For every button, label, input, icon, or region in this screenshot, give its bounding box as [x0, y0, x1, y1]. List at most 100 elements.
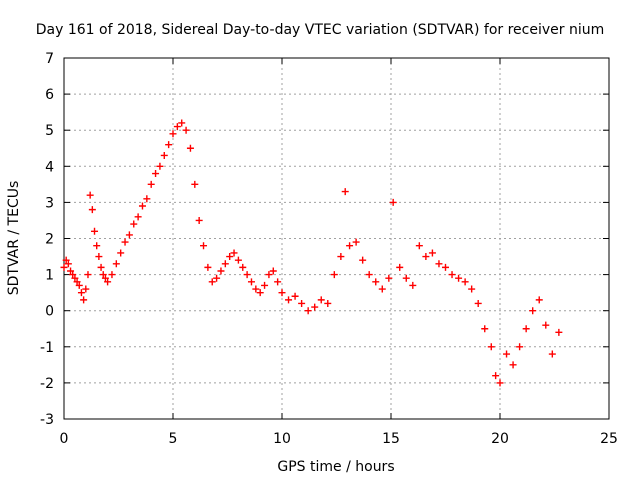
data-point [60, 263, 68, 271]
data-point [455, 274, 463, 282]
data-point [195, 216, 203, 224]
data-point [221, 260, 229, 268]
data-point [178, 119, 186, 127]
data-point [156, 162, 164, 170]
y-tick-labels: -3 -2 -1 0 1 2 3 4 5 6 7 [40, 51, 54, 428]
chart-title: Day 161 of 2018, Sidereal Day-to-day VTE… [36, 22, 605, 38]
data-point [130, 220, 138, 228]
data-point [112, 260, 120, 268]
x-tick-label: 0 [60, 431, 69, 447]
data-point [169, 130, 177, 138]
data-point [365, 271, 373, 279]
data-point [160, 151, 168, 159]
data-point [496, 379, 504, 387]
x-tick-labels: 0 5 10 15 20 25 [60, 431, 618, 447]
data-point [435, 260, 443, 268]
data-point [62, 256, 70, 264]
y-tick-label: 0 [45, 304, 54, 320]
data-point [311, 303, 319, 311]
data-point [147, 180, 155, 188]
data-point [97, 263, 105, 271]
data-point [492, 372, 500, 380]
data-point [71, 274, 79, 282]
data-point [481, 325, 489, 333]
data-point [117, 249, 125, 257]
data-point [372, 278, 380, 286]
data-point [341, 188, 349, 196]
data-point [143, 195, 151, 203]
data-point [108, 271, 116, 279]
data-point [239, 263, 247, 271]
data-point [252, 285, 260, 293]
data-point [448, 271, 456, 279]
data-points [60, 119, 563, 387]
data-point [226, 253, 234, 261]
data-point [80, 296, 88, 304]
data-point [101, 274, 109, 282]
data-point [529, 307, 537, 315]
x-tick-label: 10 [273, 431, 291, 447]
data-point [385, 274, 393, 282]
data-point [330, 271, 338, 279]
x-tick-label: 5 [169, 431, 178, 447]
x-tick-label: 25 [600, 431, 618, 447]
data-point [204, 263, 212, 271]
x-axis-label: GPS time / hours [277, 459, 394, 475]
y-axis-label: SDTVAR / TECUs [6, 181, 22, 296]
data-point [317, 296, 325, 304]
data-point [396, 263, 404, 271]
data-point [487, 343, 495, 351]
y-tick-label: -3 [40, 412, 54, 428]
data-point [86, 191, 94, 199]
data-point [67, 267, 75, 275]
data-point [165, 141, 173, 149]
y-tick-label: 6 [45, 87, 54, 103]
data-point [542, 321, 550, 329]
data-point [278, 289, 286, 297]
data-point [73, 278, 81, 286]
y-tick-label: -1 [40, 340, 54, 356]
data-point [69, 271, 77, 279]
data-point [256, 289, 264, 297]
data-point [104, 278, 112, 286]
data-point [182, 126, 190, 134]
data-point [509, 361, 517, 369]
data-point [243, 271, 251, 279]
data-point [409, 281, 417, 289]
data-point [82, 285, 90, 293]
data-point [468, 285, 476, 293]
data-point [234, 256, 242, 264]
data-point [461, 278, 469, 286]
data-point [535, 296, 543, 304]
data-point [346, 242, 354, 250]
data-point [261, 281, 269, 289]
data-point [337, 253, 345, 261]
y-tick-label: 2 [45, 232, 54, 248]
data-point [389, 198, 397, 206]
data-point [99, 271, 107, 279]
data-point [200, 242, 208, 250]
data-point [247, 278, 255, 286]
y-tick-label: 5 [45, 123, 54, 139]
data-point [75, 281, 83, 289]
data-point [378, 285, 386, 293]
data-point [95, 253, 103, 261]
data-point [173, 123, 181, 131]
data-point [186, 144, 194, 152]
data-point [324, 299, 332, 307]
data-point [422, 253, 430, 261]
data-point [88, 206, 96, 214]
data-point [548, 350, 556, 358]
data-point [138, 202, 146, 210]
data-point [402, 274, 410, 282]
data-point [352, 238, 360, 246]
data-point [298, 299, 306, 307]
data-point [516, 343, 524, 351]
data-point [304, 307, 312, 315]
data-point [230, 249, 238, 257]
data-point [77, 289, 85, 297]
y-tick-label: 4 [45, 159, 54, 175]
data-point [285, 296, 293, 304]
axis-ticks [63, 57, 610, 420]
